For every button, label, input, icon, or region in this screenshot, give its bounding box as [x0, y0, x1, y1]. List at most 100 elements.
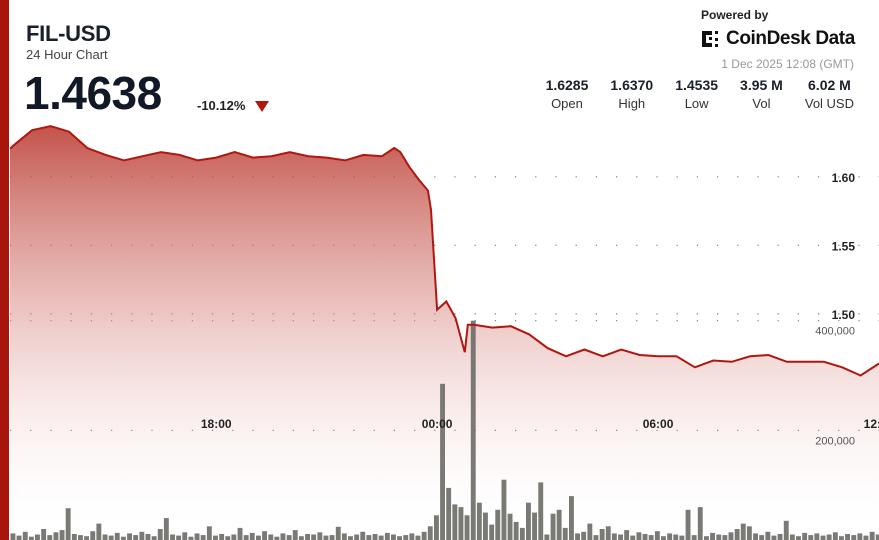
price-tick-label: 1.55	[832, 239, 856, 253]
volume-bar	[41, 529, 47, 540]
volume-bar	[605, 526, 611, 540]
volume-bar	[746, 526, 752, 540]
volume-bar	[691, 535, 697, 540]
stat-value: 3.95 M	[740, 77, 783, 93]
volume-bar	[127, 533, 132, 540]
volume-bar	[298, 536, 304, 540]
volume-bar	[274, 536, 280, 540]
volume-bar	[513, 521, 519, 540]
volume-bar	[710, 532, 715, 540]
volume-bar	[286, 535, 292, 540]
volume-bar	[526, 502, 531, 540]
volume-bar	[593, 535, 599, 540]
powered-by-label: Powered by	[701, 8, 769, 22]
volume-bar	[630, 535, 636, 540]
volume-bar	[661, 536, 666, 540]
volume-bar	[667, 533, 673, 540]
x-tick-label: 18:00	[201, 417, 232, 431]
volume-bar	[783, 520, 789, 540]
volume-bar	[305, 534, 310, 540]
volume-bar	[704, 536, 709, 540]
volume-bar	[679, 535, 685, 540]
volume-bar	[587, 523, 593, 540]
volume-bar	[415, 535, 421, 540]
volume-bar	[734, 529, 740, 540]
volume-bar	[256, 535, 261, 540]
volume-bar	[765, 531, 771, 540]
x-tick-label: 00:00	[422, 417, 453, 431]
stat-label: High	[618, 96, 646, 111]
volume-bar	[495, 509, 501, 540]
volume-bar	[808, 535, 814, 540]
volume-bar	[550, 513, 556, 540]
volume-bar	[464, 515, 470, 540]
x-tick-label: 12:00	[864, 417, 879, 431]
volume-bar	[532, 512, 537, 540]
volume-bar	[200, 535, 206, 540]
volume-bar	[225, 536, 231, 540]
volume-bar	[759, 535, 765, 540]
volume-bar	[777, 534, 783, 540]
volume-bar	[341, 533, 347, 540]
volume-bar	[268, 534, 274, 540]
stat-value: 1.4535	[675, 77, 719, 93]
volume-bar	[802, 532, 808, 540]
volume-bar	[378, 535, 384, 540]
volume-bar	[869, 531, 875, 540]
volume-bar	[611, 533, 617, 540]
volume-bar	[133, 535, 139, 540]
stat-value: 1.6370	[610, 77, 654, 93]
volume-bar	[35, 534, 40, 540]
volume-bar	[145, 534, 151, 540]
volume-bar	[489, 524, 495, 540]
volume-bar	[372, 534, 378, 540]
volume-bar	[722, 535, 728, 540]
volume-bar	[121, 536, 126, 540]
volume-bar	[832, 532, 838, 540]
brand-name: CoinDesk Data	[726, 28, 855, 49]
volume-bar	[458, 507, 464, 540]
volume-bar	[427, 526, 433, 540]
volume-bar	[96, 523, 102, 540]
volume-bar	[673, 534, 679, 540]
volume-bar	[90, 531, 96, 540]
volume-bar	[618, 534, 623, 540]
volume-bar	[384, 532, 390, 540]
volume-bar	[317, 532, 323, 540]
volume-bar	[483, 512, 488, 540]
volume-bar	[22, 531, 28, 540]
stat-value: 1.6285	[545, 77, 589, 93]
volume-bar	[654, 531, 660, 540]
volume-bar	[697, 507, 703, 540]
price-line	[9, 125, 879, 377]
volume-bar	[452, 504, 458, 540]
volume-bar	[753, 533, 758, 540]
x-tick-label: 06:00	[643, 417, 674, 431]
timestamp: 1 Dec 2025 12:08 (GMT)	[721, 57, 854, 71]
volume-bar	[188, 536, 194, 540]
stat-vol: 3.95 M Vol	[740, 77, 783, 111]
volume-bar	[28, 536, 34, 540]
volume-bar	[575, 533, 580, 540]
volume-bar	[10, 533, 16, 540]
volume-bar	[354, 534, 360, 540]
volume-bar	[280, 533, 286, 540]
volume-bar	[642, 534, 648, 540]
volume-bar	[845, 534, 850, 540]
volume-bar	[329, 535, 335, 540]
volume-tick-label: 400,000	[815, 326, 855, 338]
price-change: -10.12%	[197, 98, 246, 113]
volume-bar	[814, 533, 820, 540]
volume-bar	[47, 535, 53, 540]
volume-bar	[78, 535, 83, 540]
volume-bar	[403, 535, 409, 540]
volume-bar	[219, 534, 225, 540]
volume-bar	[740, 523, 746, 540]
volume-bar	[562, 527, 568, 540]
accent-bar	[0, 0, 9, 540]
volume-bar	[851, 535, 857, 540]
volume-bar	[53, 532, 59, 540]
volume-bar	[839, 536, 844, 540]
volume-bar	[581, 531, 587, 540]
